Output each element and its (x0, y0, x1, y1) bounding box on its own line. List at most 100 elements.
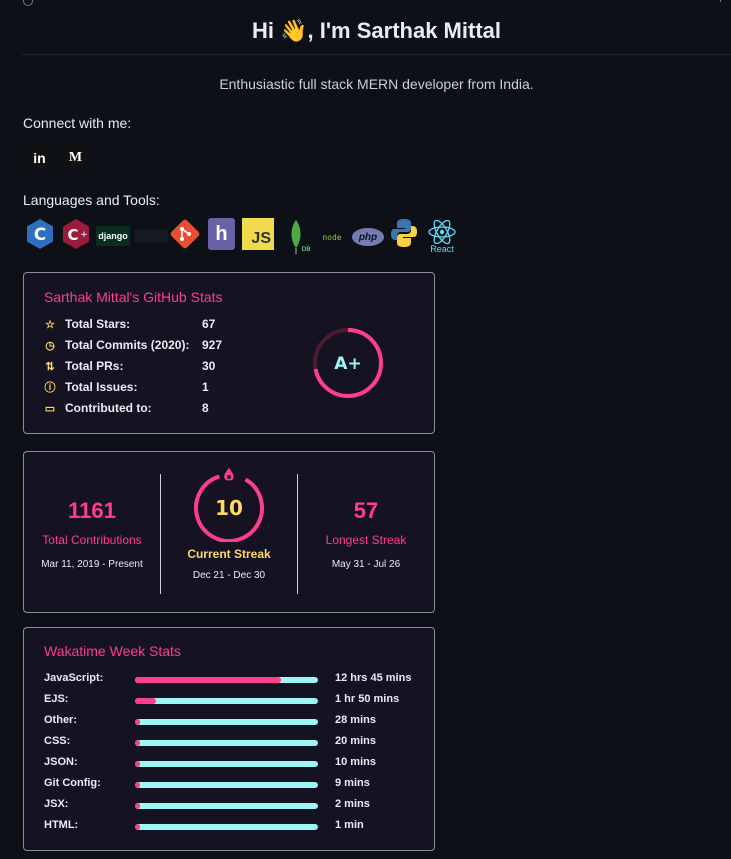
language-progress-fill (135, 803, 140, 809)
pull-request-icon: ⇅ (45, 360, 55, 373)
language-name: JavaScript: (44, 672, 104, 684)
language-progress-fill (135, 677, 282, 683)
current-streak-section: 10 Current Streak Dec 21 - Dec 30 (161, 452, 297, 612)
linkedin-icon[interactable]: in (27, 145, 52, 170)
wakatime-row: EJS: 1 hr 50 mins (44, 693, 424, 709)
language-name: Git Config: (44, 777, 101, 789)
total-contributions-label: Total Contributions (42, 533, 142, 547)
language-progress-fill (135, 824, 140, 830)
streak-card: 1161 Total Contributions Mar 11, 2019 - … (23, 451, 435, 613)
wakatime-row: JavaScript: 12 hrs 45 mins (44, 672, 424, 688)
nodejs-icon[interactable]: node (322, 232, 342, 242)
stat-value-issues: 1 (202, 380, 209, 394)
wakatime-row: HTML: 1 min (44, 819, 424, 835)
language-progress-bar (135, 782, 318, 788)
react-label: React (430, 244, 454, 254)
language-time: 28 mins (335, 714, 376, 726)
language-name: JSON: (44, 756, 78, 768)
stat-row-stars: ☆ Total Stars: (45, 317, 131, 331)
link-icon (23, 0, 33, 6)
php-icon[interactable]: php (352, 228, 384, 246)
language-progress-fill (135, 740, 140, 746)
stat-row-commits: ◷ Total Commits (2020): (45, 338, 190, 352)
grade-ring: A+ (313, 328, 383, 398)
language-time: 12 hrs 45 mins (335, 672, 412, 684)
react-icon[interactable]: React (426, 218, 458, 256)
django-icon[interactable]: django (96, 226, 130, 246)
fire-icon (224, 468, 234, 481)
language-time: 1 min (335, 819, 364, 831)
language-progress-bar (135, 740, 318, 746)
streak-ring: 10 (194, 468, 264, 543)
issue-icon: ⓘ (44, 382, 56, 394)
stat-row-prs: ⇅ Total PRs: (45, 359, 124, 373)
repo-icon: ▭ (44, 402, 56, 415)
language-progress-fill (135, 761, 140, 767)
language-time: 20 mins (335, 735, 376, 747)
language-progress-bar (135, 761, 318, 767)
wakatime-row: JSON: 10 mins (44, 756, 424, 772)
language-time: 9 mins (335, 777, 370, 789)
cplusplus-icon[interactable]: C + (60, 218, 92, 250)
svg-text:C: C (67, 226, 78, 244)
svg-text:DB: DB (302, 246, 311, 253)
language-progress-bar (135, 719, 318, 725)
language-progress-bar (135, 803, 318, 809)
page-subtitle: Enthusiastic full stack MERN developer f… (219, 76, 534, 92)
longest-streak-value: 57 (353, 498, 379, 523)
wakatime-row: Git Config: 9 mins (44, 777, 424, 793)
wakatime-row: Other: 28 mins (44, 714, 424, 730)
longest-streak-range: May 31 - Jul 26 (331, 559, 401, 570)
git-icon[interactable] (169, 218, 201, 250)
c-icon[interactable]: C (24, 218, 56, 250)
language-name: JSX: (44, 798, 69, 810)
language-time: 1 hr 50 mins (335, 693, 400, 705)
current-streak-value: 10 (215, 496, 243, 520)
language-progress-bar (135, 677, 318, 683)
javascript-icon[interactable]: JS (242, 218, 274, 250)
language-name: Other: (44, 714, 77, 726)
edit-icon (720, 0, 725, 2)
github-stats-title: Sarthak Mittal's GitHub Stats (44, 289, 223, 305)
star-icon: ☆ (45, 318, 55, 331)
total-contributions-section: 1161 Total Contributions Mar 11, 2019 - … (24, 452, 160, 612)
page-title: Hi 👋, I'm Sarthak Mittal (22, 18, 731, 55)
stat-value-prs: 30 (202, 359, 216, 373)
stat-value-stars: 67 (202, 317, 216, 331)
languages-heading: Languages and Tools: (23, 192, 160, 208)
divider-left (160, 474, 161, 594)
language-progress-bar (135, 698, 318, 704)
language-time: 10 mins (335, 756, 376, 768)
longest-streak-label: Longest Streak (325, 533, 407, 547)
language-progress-bar (135, 824, 318, 830)
medium-icon[interactable]: M (63, 145, 88, 170)
language-progress-fill (135, 782, 140, 788)
python-icon[interactable] (390, 218, 418, 248)
stat-value-commits: 927 (202, 338, 223, 352)
stat-row-issues: ⓘ Total Issues: (44, 380, 138, 394)
svg-text:+: + (80, 230, 88, 240)
current-streak-range: Dec 21 - Dec 30 (192, 570, 266, 581)
language-name: HTML: (44, 819, 79, 831)
top-border (22, 0, 731, 6)
stat-value-contributed: 8 (202, 401, 209, 415)
wakatime-row: JSX: 2 mins (44, 798, 424, 814)
divider-right (297, 474, 298, 594)
github-stats-card: Sarthak Mittal's GitHub Stats ☆ Total Sta… (23, 272, 435, 434)
clock-icon: ◷ (45, 339, 55, 352)
total-contributions-value: 1161 (68, 498, 116, 523)
grade-label: A+ (334, 354, 361, 374)
connect-heading: Connect with me: (23, 115, 132, 131)
svg-text:C: C (34, 225, 46, 245)
wakatime-card: Wakatime Week Stats JavaScript: 12 hrs 45… (23, 627, 435, 851)
current-streak-label: Current Streak (187, 547, 271, 561)
wakatime-title: Wakatime Week Stats (44, 643, 181, 659)
longest-streak-section: 57 Longest Streak May 31 - Jul 26 (298, 452, 434, 612)
total-contributions-range: Mar 11, 2019 - Present (41, 559, 143, 570)
stat-row-contributed: ▭ Contributed to: (44, 401, 152, 415)
language-name: EJS: (44, 693, 69, 705)
language-name: CSS: (44, 735, 71, 747)
heroku-icon[interactable]: h (208, 218, 235, 250)
flask-icon[interactable] (134, 229, 168, 243)
mongodb-icon[interactable]: DB (282, 218, 314, 256)
